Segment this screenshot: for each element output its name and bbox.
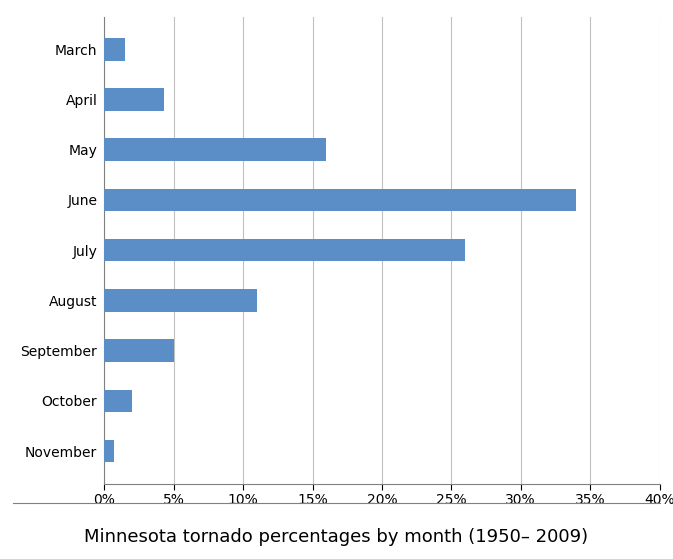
Bar <box>104 38 125 60</box>
Bar <box>104 289 257 312</box>
Bar <box>104 139 326 161</box>
Bar <box>104 188 576 211</box>
Bar <box>104 339 174 362</box>
Text: Minnesota tornado percentages by month (1950– 2009): Minnesota tornado percentages by month (… <box>84 528 589 546</box>
Bar <box>104 88 164 111</box>
Bar <box>104 390 132 412</box>
Bar <box>104 440 114 462</box>
Bar <box>104 239 465 262</box>
